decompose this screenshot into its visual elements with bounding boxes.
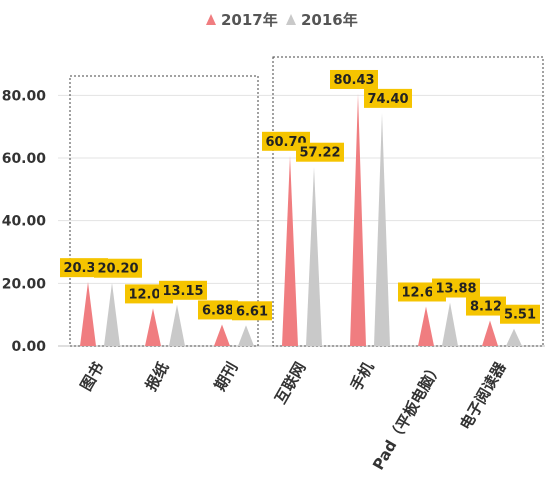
- plot-area: [80, 93, 522, 347]
- value-label: 5.51: [500, 304, 540, 324]
- value-label-text: 13.15: [162, 284, 203, 299]
- value-label-box: [466, 296, 506, 316]
- category-group-frames: [69, 56, 544, 347]
- mark-series2-4: [306, 166, 322, 346]
- value-label-box: [364, 88, 412, 108]
- legend: 2017年 2016年: [206, 11, 358, 29]
- legend-triangle-icon: [206, 14, 216, 25]
- value-label-text: 5.51: [504, 308, 536, 323]
- x-tick-label: Pad（平板电脑）: [369, 359, 445, 473]
- value-label-text: 57.22: [299, 146, 340, 161]
- legend-label: 2016年: [301, 11, 358, 29]
- legend-triangle-icon: [286, 14, 296, 25]
- value-label: 80.43: [330, 69, 378, 89]
- value-label-text: 6.61: [236, 304, 268, 319]
- legend-label: 2017年: [221, 11, 278, 29]
- y-tick-label: 40.00: [2, 214, 47, 230]
- value-label: 20.20: [94, 258, 142, 278]
- legend-item: 2016年: [286, 11, 358, 29]
- x-tick-label: 期刊: [211, 359, 242, 394]
- y-tick-label: 20.00: [2, 276, 47, 292]
- y-axis: 0.00 20.00 40.00 60.00 80.00: [2, 88, 47, 355]
- mark-series2-1: [104, 282, 120, 346]
- value-label: 13.88: [432, 278, 480, 298]
- x-tick-label: 手机: [347, 359, 378, 394]
- value-label: 57.22: [296, 142, 344, 162]
- value-label: 6.61: [232, 301, 272, 321]
- data-labels: 20.3812.006.8860.7080.4312.618.1220.2013…: [60, 69, 540, 324]
- value-label: 13.15: [159, 280, 207, 300]
- x-tick-label: 电子阅读器: [456, 358, 510, 433]
- value-label-text: 8.12: [470, 300, 502, 315]
- value-label-text: 74.40: [367, 92, 408, 107]
- value-label-box: [330, 69, 378, 89]
- value-label-box: [198, 300, 238, 320]
- value-label-box: [94, 258, 142, 278]
- x-tick-label: 报纸: [142, 359, 173, 394]
- value-label-box: [432, 278, 480, 298]
- x-tick-label: 图书: [77, 359, 108, 394]
- value-label-box: [296, 142, 344, 162]
- mark-series2-2: [169, 304, 185, 346]
- mark-series1-7: [482, 320, 498, 346]
- y-tick-label: 60.00: [2, 151, 47, 167]
- value-label-box: [232, 301, 272, 321]
- value-label: 74.40: [364, 88, 412, 108]
- mark-series2-3: [238, 325, 254, 346]
- value-label-text: 20.20: [97, 262, 138, 277]
- mark-series1-4: [282, 155, 298, 346]
- mark-series2-6: [442, 302, 458, 346]
- value-label: 6.88: [198, 300, 238, 320]
- mark-series1-3: [214, 324, 230, 346]
- mark-series1-5: [350, 93, 366, 347]
- y-tick-label: 0.00: [11, 339, 46, 355]
- value-label-text: 6.88: [202, 303, 234, 318]
- value-label-box: [159, 280, 207, 300]
- x-tick-label: 互联网: [271, 359, 309, 407]
- value-label-text: 80.43: [333, 73, 374, 88]
- mark-series2-5: [374, 112, 390, 346]
- mark-series1-2: [145, 308, 161, 346]
- y-tick-label: 80.00: [2, 88, 47, 104]
- value-label: 8.12: [466, 296, 506, 316]
- mark-series1-6: [418, 306, 434, 346]
- value-label-text: 13.88: [435, 282, 476, 297]
- mark-series1-1: [80, 282, 96, 346]
- group-frame-2: [272, 56, 544, 347]
- value-label-box: [500, 304, 540, 324]
- mark-series2-7: [506, 328, 522, 346]
- legend-item: 2017年: [206, 11, 278, 29]
- group-frame-1: [69, 75, 259, 347]
